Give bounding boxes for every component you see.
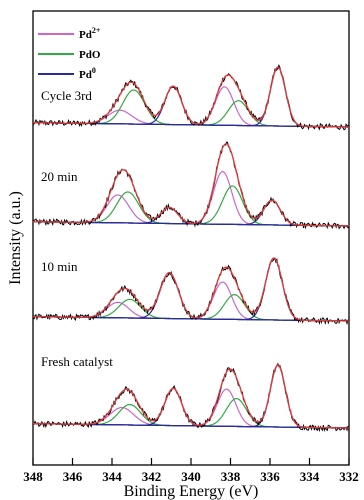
panel-label-cycle-3rd: Cycle 3rd: [41, 88, 92, 103]
legend: Pd2+ PdO Pd0: [38, 26, 101, 81]
x-tick-label: 338: [221, 469, 241, 484]
x-tick-label: 336: [260, 469, 280, 484]
fit-envelope: [32, 143, 350, 227]
component-pd0-0: [32, 364, 350, 429]
panel-label-20-min: 20 min: [41, 169, 78, 184]
x-tick-label: 342: [142, 469, 162, 484]
component-pd2-0: [32, 170, 350, 227]
component-pd0-1: [32, 272, 350, 322]
x-tick-label: 334: [300, 469, 320, 484]
fit-envelope: [32, 364, 350, 429]
x-tick-label: 340: [181, 469, 201, 484]
y-axis-title: Intensity (a.u.): [7, 191, 24, 285]
legend-label-pd0: Pd0: [79, 66, 96, 81]
panel-label-fresh-catalyst: Fresh catalyst: [41, 354, 113, 369]
panel-2: [32, 257, 350, 326]
x-tick-label: 344: [102, 469, 122, 484]
panel-label-10-min: 10 min: [41, 259, 78, 274]
fit-envelope: [32, 257, 350, 322]
x-tick-label: 346: [63, 469, 83, 484]
legend-entry-pdo: PdO: [38, 49, 101, 61]
x-axis-ticks: 348 346 344 342 340 338 336 334 332: [23, 458, 359, 484]
raw-spectrum: [32, 257, 350, 326]
legend-entry-pd2: Pd2+: [38, 26, 101, 41]
legend-entry-pd0: Pd0: [38, 66, 96, 81]
panel-1: [32, 141, 350, 230]
fit-envelope: [32, 66, 350, 128]
legend-pd2-base: Pd: [79, 29, 92, 41]
legend-pd0-base: Pd: [79, 69, 92, 81]
legend-label-pdo: PdO: [79, 49, 101, 61]
x-axis-title: Binding Energy (eV): [124, 483, 259, 500]
legend-pdo-base: PdO: [79, 49, 101, 61]
component-pdo-0: [32, 185, 350, 227]
raw-spectrum: [32, 362, 350, 433]
legend-pd2-sup: 2+: [92, 26, 101, 35]
legend-label-pd2: Pd2+: [79, 26, 101, 41]
raw-spectrum: [32, 141, 350, 230]
x-tick-label: 332: [339, 469, 359, 484]
panel-0: [32, 63, 350, 131]
component-pd0-0: [32, 257, 350, 322]
panel-3: [32, 362, 350, 433]
legend-pd0-sup: 0: [92, 66, 96, 75]
x-tick-label: 348: [23, 469, 43, 484]
spectra-panels: [32, 63, 350, 433]
